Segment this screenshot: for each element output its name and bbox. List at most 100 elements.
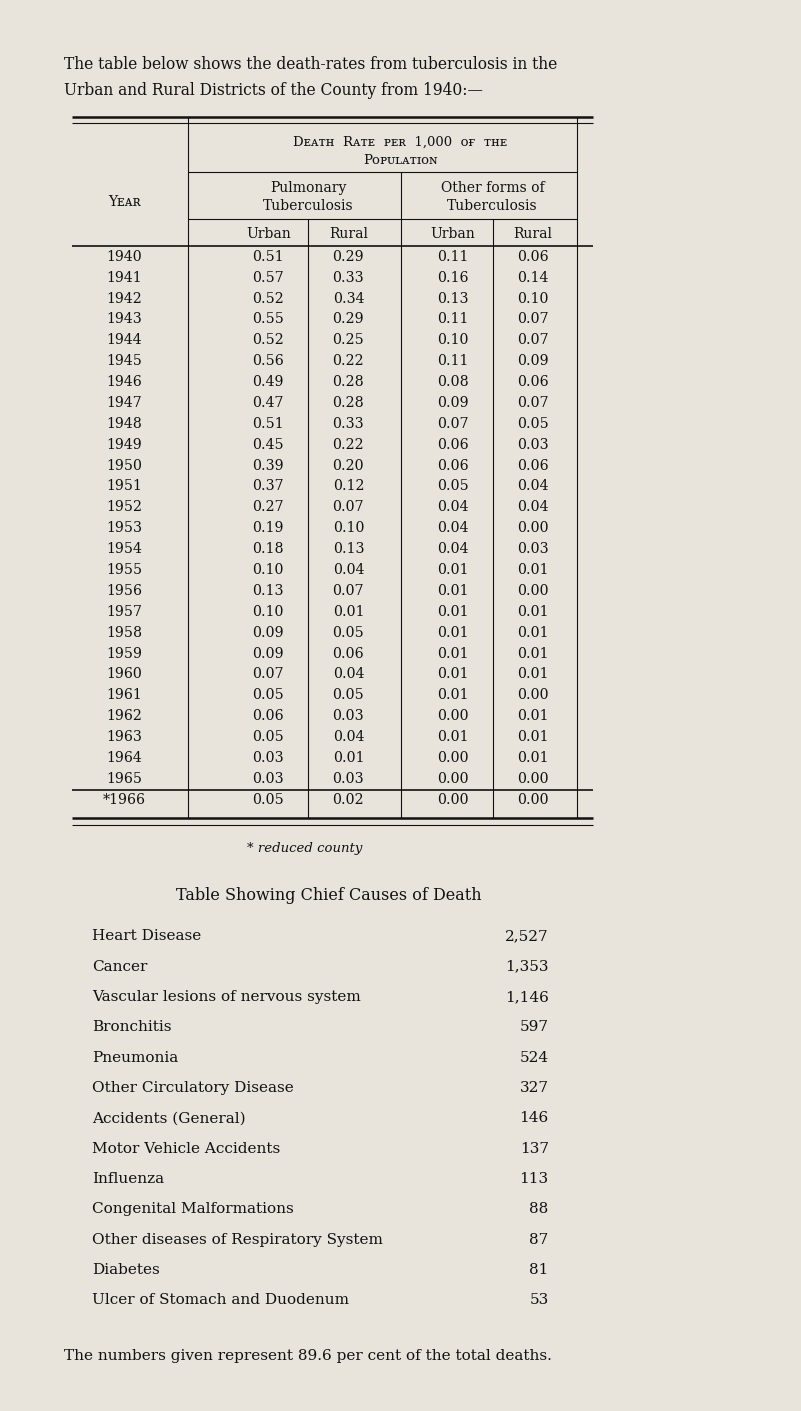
Text: 1958: 1958 xyxy=(107,625,142,639)
Text: 1959: 1959 xyxy=(107,646,142,660)
Text: Ulcer of Stomach and Duodenum: Ulcer of Stomach and Duodenum xyxy=(92,1294,349,1308)
Text: 0.04: 0.04 xyxy=(332,563,364,577)
Text: 1951: 1951 xyxy=(107,480,142,494)
Text: 1955: 1955 xyxy=(106,563,143,577)
Text: 0.00: 0.00 xyxy=(517,521,549,535)
Text: * reduced county: * reduced county xyxy=(247,842,362,855)
Text: 0.12: 0.12 xyxy=(332,480,364,494)
Text: 0.20: 0.20 xyxy=(332,459,364,473)
Text: 0.25: 0.25 xyxy=(332,333,364,347)
Text: 0.02: 0.02 xyxy=(332,793,364,807)
Text: 1944: 1944 xyxy=(107,333,142,347)
Text: 0.00: 0.00 xyxy=(517,793,549,807)
Text: 0.00: 0.00 xyxy=(437,751,469,765)
Text: 0.56: 0.56 xyxy=(252,354,284,368)
Text: 0.06: 0.06 xyxy=(252,710,284,724)
Text: 0.29: 0.29 xyxy=(332,312,364,326)
Text: Diabetes: Diabetes xyxy=(92,1263,160,1277)
Text: Congenital Malformations: Congenital Malformations xyxy=(92,1202,294,1216)
Text: 88: 88 xyxy=(529,1202,549,1216)
Text: 81: 81 xyxy=(529,1263,549,1277)
Text: 0.03: 0.03 xyxy=(517,437,549,452)
Text: 0.01: 0.01 xyxy=(517,625,549,639)
Text: 0.04: 0.04 xyxy=(437,501,469,515)
Text: 0.37: 0.37 xyxy=(252,480,284,494)
Text: 1,146: 1,146 xyxy=(505,991,549,1005)
Text: Pneumonia: Pneumonia xyxy=(92,1051,179,1065)
Text: 1945: 1945 xyxy=(107,354,142,368)
Text: 0.07: 0.07 xyxy=(517,333,549,347)
Text: Table Showing Chief Causes of Death: Table Showing Chief Causes of Death xyxy=(175,888,481,904)
Text: Other diseases of Respiratory System: Other diseases of Respiratory System xyxy=(92,1233,383,1247)
Text: 0.00: 0.00 xyxy=(437,772,469,786)
Text: 0.10: 0.10 xyxy=(252,563,284,577)
Text: 0.01: 0.01 xyxy=(517,605,549,619)
Text: Bronchitis: Bronchitis xyxy=(92,1020,171,1034)
Text: 0.00: 0.00 xyxy=(517,772,549,786)
Text: 0.01: 0.01 xyxy=(437,605,469,619)
Text: 1960: 1960 xyxy=(107,667,142,682)
Text: 0.04: 0.04 xyxy=(332,729,364,744)
Text: 0.13: 0.13 xyxy=(437,292,469,306)
Text: 0.11: 0.11 xyxy=(437,312,469,326)
Text: 0.09: 0.09 xyxy=(252,625,284,639)
Text: 0.01: 0.01 xyxy=(517,667,549,682)
Text: 0.28: 0.28 xyxy=(332,396,364,411)
Text: 0.05: 0.05 xyxy=(252,729,284,744)
Text: 0.51: 0.51 xyxy=(252,250,284,264)
Text: 0.11: 0.11 xyxy=(437,354,469,368)
Text: 0.09: 0.09 xyxy=(517,354,549,368)
Text: 0.01: 0.01 xyxy=(437,646,469,660)
Text: 1961: 1961 xyxy=(107,689,142,703)
Text: 0.07: 0.07 xyxy=(332,584,364,598)
Text: 1,353: 1,353 xyxy=(505,959,549,974)
Text: 1946: 1946 xyxy=(107,375,142,389)
Text: 0.10: 0.10 xyxy=(437,333,469,347)
Text: 0.09: 0.09 xyxy=(437,396,469,411)
Text: 1940: 1940 xyxy=(107,250,142,264)
Text: 0.01: 0.01 xyxy=(437,689,469,703)
Text: 1942: 1942 xyxy=(107,292,142,306)
Text: 0.06: 0.06 xyxy=(332,646,364,660)
Text: 0.06: 0.06 xyxy=(517,375,549,389)
Text: 0.16: 0.16 xyxy=(437,271,469,285)
Text: 1949: 1949 xyxy=(107,437,142,452)
Text: 0.10: 0.10 xyxy=(252,605,284,619)
Text: 137: 137 xyxy=(520,1141,549,1156)
Text: 0.52: 0.52 xyxy=(252,333,284,347)
Text: Urban: Urban xyxy=(430,227,475,241)
Text: Accidents (General): Accidents (General) xyxy=(92,1112,246,1126)
Text: 0.11: 0.11 xyxy=(437,250,469,264)
Text: 1953: 1953 xyxy=(107,521,142,535)
Text: 0.01: 0.01 xyxy=(517,729,549,744)
Text: 0.00: 0.00 xyxy=(437,793,469,807)
Text: 0.00: 0.00 xyxy=(517,689,549,703)
Text: Pulmonary: Pulmonary xyxy=(270,181,347,195)
Text: 0.01: 0.01 xyxy=(517,751,549,765)
Text: 1965: 1965 xyxy=(107,772,142,786)
Text: 0.04: 0.04 xyxy=(437,542,469,556)
Text: 0.14: 0.14 xyxy=(517,271,549,285)
Text: Vascular lesions of nervous system: Vascular lesions of nervous system xyxy=(92,991,361,1005)
Text: Yᴇᴀʀ: Yᴇᴀʀ xyxy=(108,195,140,209)
Text: 0.01: 0.01 xyxy=(437,667,469,682)
Text: 524: 524 xyxy=(520,1051,549,1065)
Text: 0.33: 0.33 xyxy=(332,271,364,285)
Text: 0.01: 0.01 xyxy=(517,646,549,660)
Text: 1964: 1964 xyxy=(107,751,142,765)
Text: 1941: 1941 xyxy=(107,271,142,285)
Text: 2,527: 2,527 xyxy=(505,930,549,944)
Text: 0.07: 0.07 xyxy=(332,501,364,515)
Text: 0.07: 0.07 xyxy=(252,667,284,682)
Text: 1952: 1952 xyxy=(107,501,142,515)
Text: 0.06: 0.06 xyxy=(437,437,469,452)
Text: 0.34: 0.34 xyxy=(332,292,364,306)
Text: 0.04: 0.04 xyxy=(332,667,364,682)
Text: 0.08: 0.08 xyxy=(437,375,469,389)
Text: 0.00: 0.00 xyxy=(517,584,549,598)
Text: Influenza: Influenza xyxy=(92,1173,164,1187)
Text: 1948: 1948 xyxy=(107,416,142,430)
Text: 0.22: 0.22 xyxy=(332,437,364,452)
Text: 0.07: 0.07 xyxy=(517,312,549,326)
Text: 0.03: 0.03 xyxy=(332,772,364,786)
